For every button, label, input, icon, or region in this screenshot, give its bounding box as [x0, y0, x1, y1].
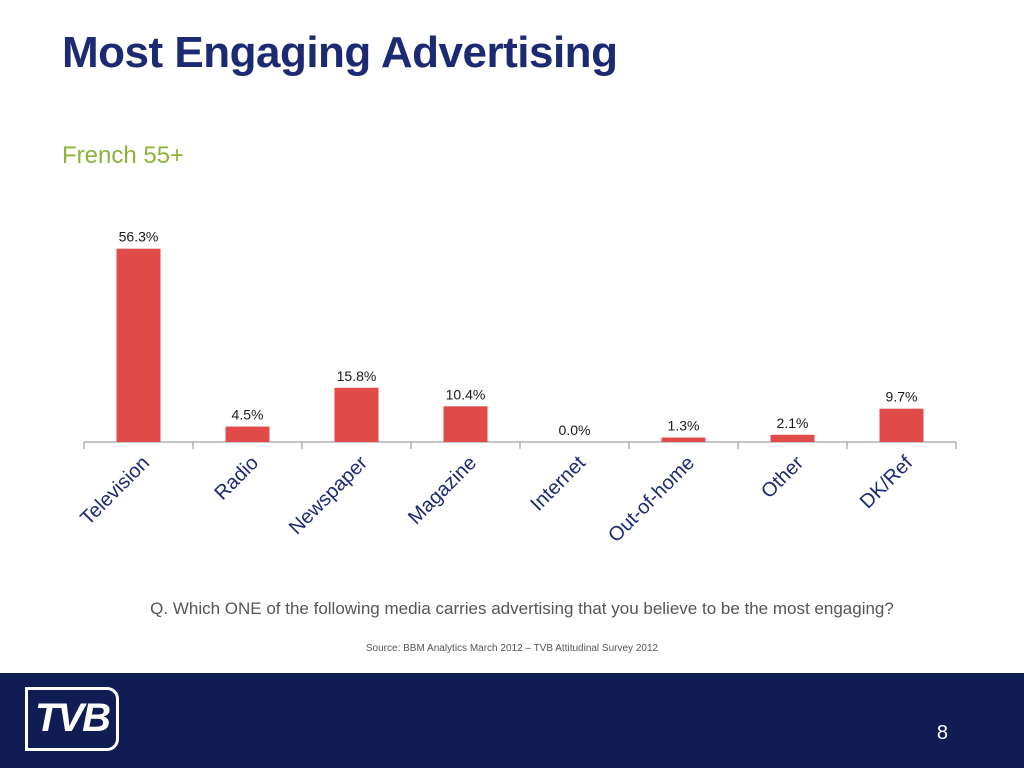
data-label: 4.5% [232, 407, 264, 423]
category-label: Magazine [404, 452, 481, 529]
bar [661, 437, 706, 442]
category-label: DK/Ref [856, 452, 917, 513]
bar [116, 248, 161, 442]
bar [879, 408, 924, 442]
data-label: 2.1% [777, 415, 809, 431]
bar-chart: 56.3% Television 4.5% Radio 15.8% Newspaper 10… [76, 229, 957, 547]
bar [770, 434, 815, 442]
category-label: Other [757, 452, 808, 503]
page-number: 8 [936, 722, 948, 744]
data-label: 0.0% [559, 422, 591, 438]
category-label: Television [76, 452, 154, 530]
bar [443, 406, 488, 442]
data-label: 9.7% [886, 389, 918, 405]
category-label: Internet [527, 452, 591, 516]
data-label: 15.8% [337, 368, 377, 384]
data-label: 10.4% [446, 386, 486, 402]
survey-question: Q. Which ONE of the following media carr… [150, 599, 894, 618]
footer-bar: TVB 8 [0, 673, 1024, 768]
category-label: Newspaper [285, 452, 372, 539]
bar [334, 387, 379, 442]
source-note: Source: BBM Analytics March 2012 – TVB A… [365, 643, 659, 654]
slide-subtitle: French 55+ [62, 142, 185, 169]
category-label: Radio [211, 452, 264, 505]
category-label: Out-of-home [604, 452, 699, 547]
bar [225, 426, 270, 442]
slide-title: Most Engaging Advertising [62, 28, 618, 77]
tvb-logo: TVB [25, 687, 119, 751]
data-label: 56.3% [119, 229, 159, 245]
data-label: 1.3% [668, 418, 700, 434]
